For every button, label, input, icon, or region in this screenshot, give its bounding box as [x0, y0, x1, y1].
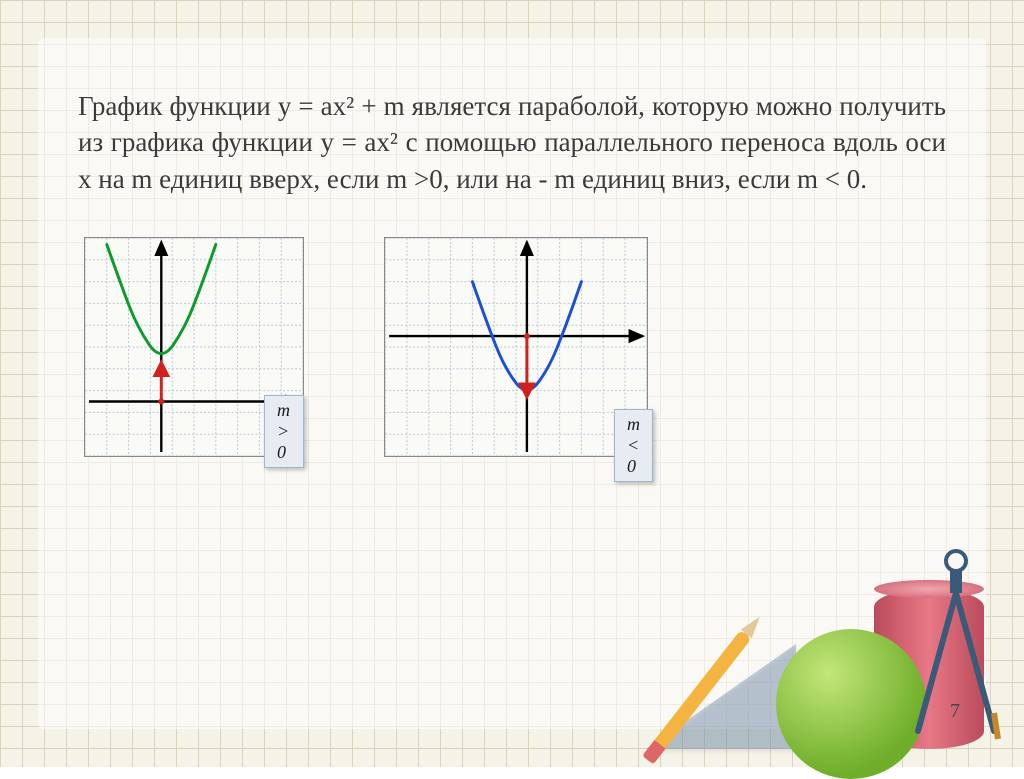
chart2-label: m < 0 [614, 409, 653, 482]
chart-negative-m: m < 0 [384, 237, 648, 462]
main-paragraph: График функции у = ах² + m является пара… [78, 88, 946, 197]
chart-positive-m: m > 0 [84, 237, 304, 462]
charts-row: m > 0 m < 0 [84, 237, 946, 462]
chart2-svg [384, 237, 648, 457]
chart1-label: m > 0 [264, 395, 304, 468]
page-number: 7 [950, 700, 960, 723]
content-card: График функции у = ах² + m является пара… [38, 38, 986, 729]
